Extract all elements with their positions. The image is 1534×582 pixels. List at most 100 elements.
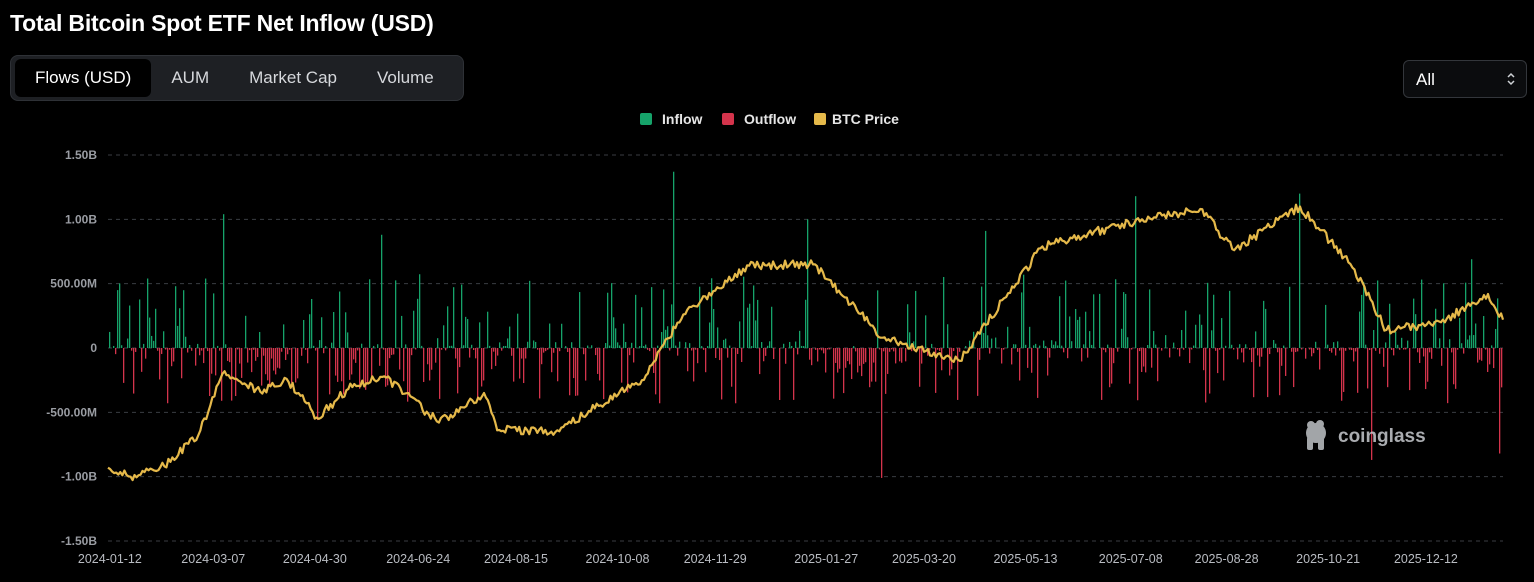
outflow-bar	[929, 348, 931, 351]
inflow-bar	[1181, 330, 1183, 348]
outflow-bar	[773, 348, 775, 360]
inflow-bar	[1221, 318, 1223, 348]
outflow-bar	[603, 348, 605, 400]
outflow-bar	[577, 348, 579, 396]
outflow-bar	[1499, 348, 1501, 454]
inflow-bar	[447, 306, 449, 348]
outflow-bar	[659, 348, 661, 404]
inflow-bar	[1015, 344, 1017, 348]
inflow-bar	[983, 332, 985, 348]
outflow-bar	[849, 348, 851, 365]
inflow-bar	[565, 346, 567, 348]
outflow-bar	[287, 348, 289, 355]
inflow-bar	[1207, 282, 1209, 348]
outflow-bar	[921, 348, 923, 364]
outflow-bar	[1341, 348, 1343, 401]
inflow-bar	[1077, 319, 1079, 348]
outflow-bar	[939, 348, 941, 351]
outflow-bar	[901, 348, 903, 363]
inflow-bar	[1333, 342, 1335, 348]
outflow-bar	[763, 348, 765, 362]
outflow-bar	[459, 348, 461, 368]
outflow-bar	[371, 348, 373, 377]
inflow-bar	[245, 315, 247, 348]
inflow-bar	[699, 286, 701, 348]
outflow-bar	[1209, 348, 1211, 394]
outflow-bar	[1141, 348, 1143, 372]
inflow-bar	[1449, 339, 1451, 348]
outflow-bar	[1297, 348, 1299, 352]
inflow-bar	[283, 324, 285, 348]
outflow-bar	[215, 348, 217, 376]
x-tick-label: 2025-05-13	[993, 552, 1057, 566]
outflow-bar	[1049, 348, 1051, 358]
x-tick-label: 2024-06-24	[386, 552, 450, 566]
inflow-bar	[499, 342, 501, 348]
inflow-bar	[1057, 345, 1059, 348]
inflow-bar	[119, 283, 121, 348]
inflow-bar	[463, 345, 465, 348]
legend-item-outflow[interactable]: Outflow	[722, 111, 796, 127]
y-axis-labels: 1.50B 1.00B 500.00M 0 -500.00M -1.00B -1.50B	[46, 148, 97, 548]
outflow-bar	[847, 348, 849, 362]
inflow-bar	[1497, 298, 1499, 348]
inflow-bar	[319, 340, 321, 348]
outflow-bar	[891, 348, 893, 350]
outflow-bar	[159, 348, 161, 380]
inflow-bar	[707, 346, 709, 348]
tab-market-cap[interactable]: Market Cap	[249, 68, 337, 87]
tab-aum[interactable]: AUM	[171, 68, 210, 87]
outflow-bar	[629, 348, 631, 356]
outflow-bar	[1455, 348, 1457, 389]
outflow-bar	[1017, 348, 1019, 352]
inflow-bar	[1229, 290, 1231, 348]
outflow-bar	[1103, 348, 1105, 350]
outflow-bar	[859, 348, 861, 366]
outflow-bar	[1369, 348, 1371, 351]
inflow-bar	[805, 299, 807, 348]
inflow-bar	[611, 283, 613, 348]
outflow-bar	[237, 348, 239, 350]
range-select[interactable]: All	[1403, 60, 1527, 98]
outflow-bar	[545, 348, 547, 352]
outflow-bar	[1269, 348, 1271, 355]
outflow-bar	[865, 348, 867, 363]
inflow-bar	[701, 346, 703, 348]
outflow-bar	[551, 348, 553, 373]
x-tick-label: 2025-10-21	[1296, 552, 1360, 566]
inflow-bar	[667, 326, 669, 348]
outflow-bar	[477, 348, 479, 401]
legend-item-inflow[interactable]: Inflow	[640, 111, 703, 127]
outflow-bar	[811, 348, 813, 366]
inflow-bar	[1473, 335, 1475, 348]
inflow-bar	[449, 345, 451, 348]
outflow-bar	[959, 348, 961, 352]
outflow-bar	[937, 348, 939, 350]
inflow-bar	[755, 320, 757, 348]
outflow-bar	[1425, 348, 1427, 390]
inflow-bar	[1185, 310, 1187, 348]
inflow-bar	[561, 323, 563, 348]
outflow-bar	[695, 348, 697, 350]
outflow-bar	[949, 348, 951, 376]
outflow-bar	[239, 348, 241, 364]
inflow-bar	[931, 343, 933, 348]
outflow-bar	[597, 348, 599, 374]
outflow-bar	[1355, 348, 1357, 352]
legend-swatch-inflow	[640, 113, 652, 125]
outflow-bar	[1019, 348, 1021, 381]
outflow-bar	[1339, 348, 1341, 351]
inflow-bar	[753, 285, 755, 348]
inflow-bar	[1029, 326, 1031, 348]
outflow-bar	[817, 348, 819, 362]
inflow-bar	[915, 290, 917, 348]
outflow-bar	[737, 348, 739, 354]
outflow-bar	[295, 348, 297, 383]
tab-flows[interactable]: Flows (USD)	[15, 59, 152, 97]
tab-volume[interactable]: Volume	[377, 68, 434, 87]
outflow-bar	[1215, 348, 1217, 351]
outflow-bar	[335, 348, 337, 376]
view-tabs: Flows (USD) AUM Market Cap Volume	[10, 55, 464, 101]
outflow-bar	[1353, 348, 1355, 362]
legend-item-btc-price[interactable]: BTC Price	[814, 111, 899, 127]
